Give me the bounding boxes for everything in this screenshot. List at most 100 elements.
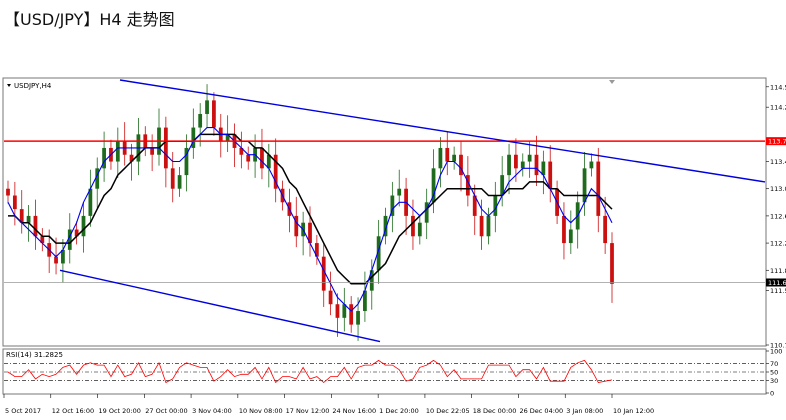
- candle-body: [95, 168, 100, 189]
- time-tick-label: 10 Jan 12:00: [613, 407, 654, 415]
- candle-body: [507, 154, 511, 176]
- page-title: 【USD/JPY】H4 走势图: [4, 10, 175, 29]
- candle-body: [438, 147, 443, 169]
- indicator-lines: 113.7 111.6: [4, 79, 786, 343]
- time-tick-label: 10 Nov 08:00: [239, 407, 283, 415]
- candle-body: [61, 249, 65, 264]
- price-panel-frame: [2, 77, 767, 347]
- candle-body: [239, 147, 244, 155]
- rsi-label: RSI(14) 31.2825: [6, 351, 63, 359]
- candle-body: [369, 270, 374, 291]
- candle-body: [411, 215, 415, 237]
- time-tick-label: 27 Oct 00:00: [145, 407, 187, 415]
- candle-body: [520, 161, 525, 169]
- current-price-tag: [766, 278, 786, 287]
- candle-body: [88, 188, 93, 216]
- candle-body: [548, 161, 553, 189]
- time-tick-label: 1 Dec 20:00: [379, 407, 419, 415]
- candle-body: [170, 168, 175, 189]
- candle-body: [328, 290, 333, 305]
- candle-body: [424, 202, 429, 223]
- candle-body: [26, 215, 31, 223]
- candle-body: [246, 154, 251, 162]
- candle-body: [212, 100, 216, 128]
- candle-body: [582, 168, 587, 203]
- rsi-panel-frame: [2, 348, 767, 395]
- price-tick-label: 111.8: [770, 267, 786, 275]
- candle-body: [562, 215, 566, 244]
- candle-body: [514, 154, 518, 169]
- candle-body: [589, 161, 594, 169]
- candle-body: [383, 215, 388, 237]
- symbol-label: USDJPY,H4: [14, 82, 52, 90]
- candle-body: [81, 215, 86, 237]
- time-tick-label: 12 Oct 16:00: [52, 407, 94, 415]
- rsi-indicator: [4, 359, 765, 384]
- candle-body: [390, 195, 395, 216]
- candle-body: [67, 229, 72, 250]
- time-tick-label: 18 Dec 00:00: [473, 407, 517, 415]
- level-price-label: 113.7: [768, 138, 786, 146]
- candle-body: [486, 215, 491, 237]
- candle-body: [54, 256, 58, 264]
- candle-body: [33, 215, 38, 237]
- candle-body: [342, 304, 347, 318]
- candle-body: [349, 304, 354, 325]
- candle-body: [115, 141, 120, 162]
- candle-body: [177, 175, 182, 189]
- ma-fast-line: [7, 127, 613, 312]
- candle-body: [184, 147, 189, 176]
- rsi-tick-label: 50: [770, 369, 778, 377]
- candle-body: [129, 154, 134, 162]
- channel-lower-line: [59, 269, 381, 343]
- candle-body: [294, 215, 299, 237]
- candle-body: [205, 100, 209, 114]
- channel-upper-line: [119, 79, 766, 183]
- time-tick-label: 24 Nov 16:00: [332, 407, 376, 415]
- candle-body: [479, 215, 484, 237]
- candle-body: [541, 161, 546, 176]
- candle-body: [40, 236, 45, 244]
- rsi-tick-label: 70: [770, 360, 778, 368]
- rsi-tick-label: 0: [770, 390, 774, 398]
- time-tick-label: 5 Oct 2017: [5, 407, 41, 415]
- price-tick-label: 112.2: [770, 240, 786, 248]
- candle-body: [191, 127, 196, 148]
- price-tick-label: 114.5: [770, 83, 786, 91]
- candle-body: [603, 215, 608, 244]
- candle-body: [150, 147, 155, 155]
- candle-body: [266, 154, 271, 169]
- candle-body: [308, 222, 312, 244]
- candle-body: [102, 147, 106, 169]
- candle-body: [225, 134, 230, 142]
- price-tick-label: 112.6: [770, 212, 786, 220]
- candle-body: [6, 188, 10, 196]
- price-tick-label: 111.5: [770, 287, 786, 295]
- candle-body: [459, 154, 463, 176]
- time-tick-label: 19 Oct 20:00: [99, 407, 141, 415]
- candle-body: [163, 127, 168, 169]
- candle-body: [568, 229, 573, 244]
- candle-body: [260, 147, 264, 169]
- candle-body: [610, 243, 614, 284]
- time-tick-label: 10 Dec 22:05: [426, 407, 470, 415]
- candle-body: [493, 195, 498, 216]
- candle-body: [465, 175, 470, 196]
- ma-slow-line: [8, 133, 613, 285]
- shift-marker-icon[interactable]: [609, 80, 615, 84]
- current-price-label: 111.6: [768, 279, 786, 287]
- price-tick-label: 113.4: [770, 158, 786, 166]
- candle-body: [19, 209, 24, 223]
- candle-body: [321, 256, 326, 291]
- price-tick-label: 114.2: [770, 104, 786, 112]
- time-axis: 5 Oct 2017 12 Oct 16:00 19 Oct 20:00 27 Oct…: [3, 394, 654, 415]
- candle-body: [397, 188, 402, 196]
- candle-body: [431, 168, 436, 203]
- candle-body: [376, 236, 381, 271]
- price-axis: 114.5 114.2 113.4 113.0 112.6 112.2 111.8 111.5…: [766, 83, 786, 350]
- symbol-menu-icon[interactable]: [7, 84, 11, 87]
- candle-body: [417, 222, 422, 237]
- level-price-tag: [766, 137, 786, 146]
- candle-body: [198, 113, 203, 128]
